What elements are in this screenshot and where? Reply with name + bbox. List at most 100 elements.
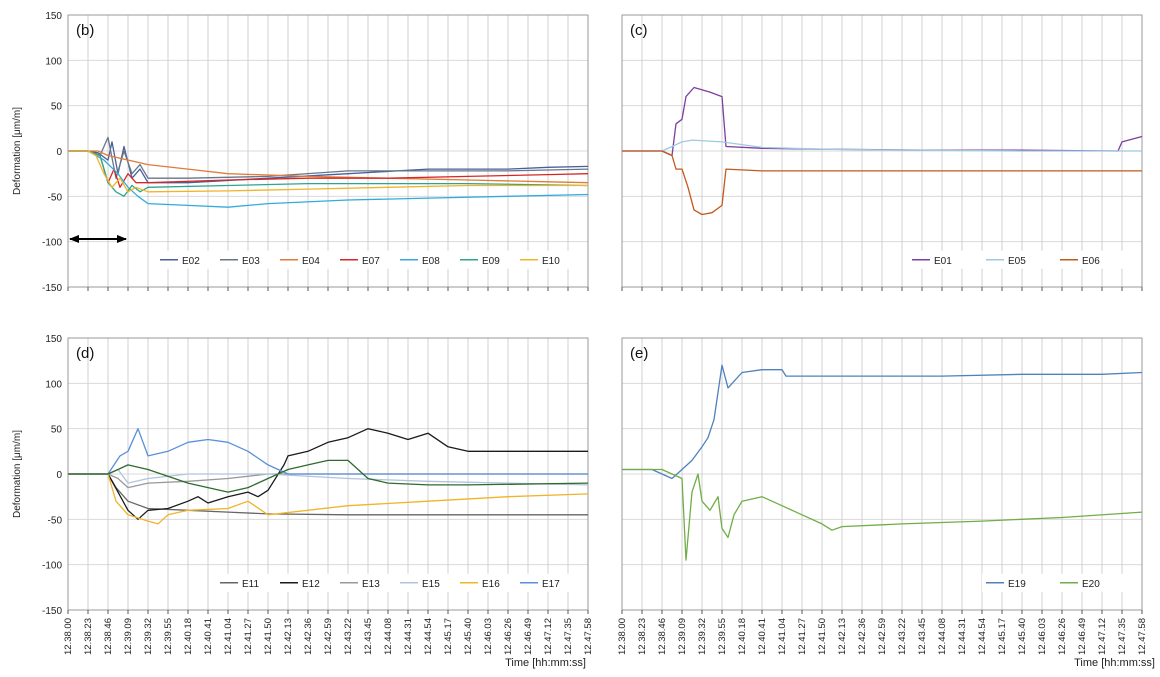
series-line-e06: [622, 150, 1142, 216]
x-tick-label: 12.40.18: [183, 618, 194, 655]
x-tick-label: 12.41.27: [243, 618, 254, 655]
series-line-e17: [68, 428, 588, 475]
x-tick-label: 12.47.58: [583, 618, 594, 655]
x-tick-label: 12.38.00: [63, 618, 74, 655]
legend-label: E10: [542, 256, 560, 267]
x-tick-label: 12.41.27: [797, 618, 808, 655]
x-tick-label: 12.38.00: [617, 618, 628, 655]
x-tick-label: 12.38.46: [103, 618, 114, 655]
x-tick-label: 12.39.09: [677, 618, 688, 655]
series-line-e16: [68, 473, 589, 525]
y-tick-label: 0: [56, 147, 62, 158]
legend-background: [216, 573, 582, 592]
series-line-e02: [68, 141, 589, 184]
y-axis-label: Deformation [μm/m]: [12, 430, 23, 518]
x-tick-label: 12.39.55: [163, 618, 174, 655]
y-tick-label: 150: [45, 11, 62, 22]
x-tick-label: 12.45.40: [1017, 618, 1028, 655]
y-tick-label: 100: [45, 56, 62, 67]
x-tick-label: 12.41.04: [223, 618, 234, 655]
x-tick-label: 12.43.45: [363, 618, 374, 655]
x-tick-label: 12.41.04: [777, 618, 788, 655]
legend-label: E12: [302, 579, 320, 590]
y-tick-label: 100: [45, 379, 62, 390]
y-tick-label: 50: [51, 425, 63, 436]
series-line-e19: [622, 364, 1143, 480]
x-tick-label: 12.45.17: [997, 618, 1008, 655]
legend-label: E19: [1008, 579, 1026, 590]
legend-label: E03: [242, 256, 260, 267]
series-line-e05: [622, 139, 1142, 152]
y-tick-label: 50: [51, 102, 63, 113]
x-tick-label: 12.42.13: [283, 618, 294, 655]
x-tick-label: 12.45.17: [443, 618, 454, 655]
legend-label: E15: [422, 579, 440, 590]
legend-background: [982, 573, 1136, 592]
series-line-e10: [68, 150, 588, 193]
x-tick-label: 12.39.09: [123, 618, 134, 655]
x-tick-label: 12.44.31: [403, 618, 414, 655]
legend-label: E06: [1082, 256, 1100, 267]
x-tick-label: 12.47.12: [543, 618, 554, 655]
x-tick-label: 12.47.58: [1137, 618, 1148, 655]
panel-label: (b): [76, 22, 94, 39]
legend-label: E01: [934, 256, 952, 267]
y-tick-label: -100: [42, 561, 62, 572]
x-tick-label: 12.46.26: [1057, 618, 1068, 655]
panel-e: 12.38.00 12.38.23 12.38.46 12.39.09 12.39.32…: [617, 337, 1148, 655]
x-tick-label: 12.42.36: [857, 618, 868, 655]
series-line-e03: [68, 136, 589, 179]
series-line-e20: [622, 468, 1143, 561]
legend: E02 E03 E04 E07 E08 E09 E10: [156, 250, 582, 269]
legend: E19 E20: [982, 573, 1136, 592]
x-tick-label: 12.47.12: [1097, 618, 1108, 655]
y-tick-label: -100: [42, 238, 62, 249]
legend-label: E11: [242, 579, 259, 590]
series-line-e08: [68, 150, 589, 208]
x-tick-label: 12.44.31: [957, 618, 968, 655]
x-tick-label: 12.43.45: [917, 618, 928, 655]
panel-c: (c) E01 E05 E06: [621, 14, 1143, 291]
x-tick-label: 12.40.41: [203, 618, 214, 655]
legend-label: E02: [182, 256, 200, 267]
panel-b: -150 -100 -50 0 50 100 150 Deformation [μm/m] (b…: [12, 11, 589, 294]
x-tick-label: 12.44.08: [937, 618, 948, 655]
x-tick-label: 12.43.22: [343, 618, 354, 655]
y-tick-label: -50: [48, 515, 63, 526]
x-tick-label: 12.41.50: [263, 618, 274, 655]
x-tick-label: 12.44.54: [977, 618, 988, 655]
x-tick-label: 12.42.13: [837, 618, 848, 655]
x-tick-label: 12.41.50: [817, 618, 828, 655]
x-tick-label: 12.38.46: [657, 618, 668, 655]
panel-label: (c): [630, 22, 648, 39]
x-tick-label: 12.47.35: [563, 618, 574, 655]
x-tick-label: 12.44.08: [383, 618, 394, 655]
x-tick-label: 12.42.36: [303, 618, 314, 655]
legend: E01 E05 E06: [908, 250, 1136, 269]
legend-label: E17: [542, 579, 560, 590]
legend-label: E07: [362, 256, 380, 267]
x-axis-title-left: Time [hh:mm:ss]: [505, 657, 586, 669]
y-tick-label: 150: [45, 334, 62, 345]
legend-label: E09: [482, 256, 500, 267]
legend: E11 E12 E13 E15 E16 E17: [216, 573, 582, 592]
legend-label: E04: [302, 256, 320, 267]
x-tick-label: 12.39.32: [697, 618, 708, 655]
series-line-e12: [68, 428, 588, 520]
x-tick-label: 12.38.23: [637, 618, 648, 655]
x-tick-label: 12.40.41: [757, 618, 768, 655]
x-tick-label: 12.46.03: [1037, 618, 1048, 655]
x-tick-label: 12.42.59: [877, 618, 888, 655]
legend-background: [908, 250, 1136, 269]
x-tick-label: 12.46.49: [523, 618, 534, 655]
x-tick-label: 12.46.03: [483, 618, 494, 655]
legend-label: E16: [482, 579, 500, 590]
series-line-e04: [68, 150, 589, 184]
series-line-e09: [68, 150, 589, 197]
x-tick-label: 12.42.59: [323, 618, 334, 655]
y-tick-label: -150: [42, 283, 62, 294]
x-tick-label: 12.47.35: [1117, 618, 1128, 655]
legend-label: E13: [362, 579, 380, 590]
legend-label: E08: [422, 256, 440, 267]
